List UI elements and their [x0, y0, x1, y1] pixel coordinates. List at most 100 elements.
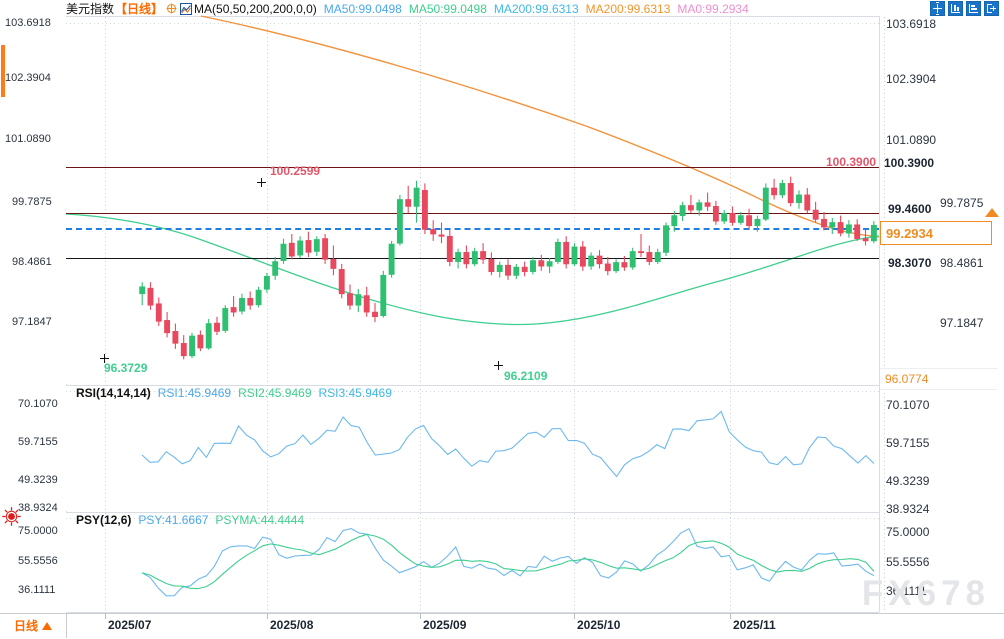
chart-toolbar [930, 1, 999, 16]
time-tick-4 [730, 613, 731, 619]
right-line-label-100-39: 100.3900 [884, 156, 935, 170]
month-guide-4 [574, 17, 575, 612]
last-price-arrow [985, 208, 999, 217]
rsi-panel [66, 385, 879, 511]
psy-right-tick-0: 75.0000 [886, 525, 930, 539]
left-tick-0: 103.6918 [5, 17, 51, 29]
ma-value-0: MA50:99.0498 [323, 1, 402, 16]
watermark: FX678 [861, 574, 990, 613]
red-sun-alert-icon[interactable] [2, 507, 21, 526]
rsi-left-tick-0: 70.1070 [18, 398, 58, 410]
right-line-label-99-46: 99.4600 [888, 202, 932, 216]
price-line-label-100-39: 100.3900 [826, 155, 877, 169]
right-tick-4: 98.4861 [940, 256, 984, 270]
psy-right-tick-1: 55.5556 [886, 555, 930, 569]
right-tick-0: 103.6918 [886, 17, 937, 31]
main-price-panel [66, 16, 879, 384]
time-tick-2 [420, 613, 421, 619]
rsi-left-tick-1: 59.7155 [18, 436, 58, 448]
chart-header: 美元指数 【日线】 MA(50,50,200,200,0,0) MA50:99.… [0, 0, 1004, 16]
psy-left-tick-1: 55.5556 [18, 555, 58, 567]
psy-value-0: PSY:41.6667 [138, 513, 209, 527]
rsi-line-series [141, 410, 875, 478]
psy-name: PSY(12,6) [76, 513, 132, 527]
psy-panel [66, 512, 879, 613]
right-tick-3: 99.7875 [940, 196, 984, 210]
psy-left-tick-0: 75.0000 [18, 525, 58, 537]
low-left-annotation: 96.3729 [104, 361, 148, 375]
right-tick-1: 102.3904 [886, 72, 937, 86]
time-tick-3 [574, 613, 575, 619]
time-label-3: 2025/10 [577, 618, 621, 632]
low-left-marker-cross [100, 354, 109, 363]
left-scroll-handle[interactable] [1, 45, 5, 97]
high-annotation: 100.2599 [270, 164, 321, 178]
rsi-value-2: RSI3:45.9469 [318, 386, 392, 400]
crosshair-icon[interactable] [166, 3, 177, 14]
rsi-right-tick-1: 59.7155 [886, 436, 930, 450]
rsi-header: RSI(14,14,14) RSI1:45.9469 RSI2:45.9469 … [76, 386, 392, 400]
last-price-badge: 99.2934 [880, 221, 992, 245]
ma-value-1: MA50:99.0498 [408, 1, 487, 16]
time-axis [0, 613, 1004, 639]
timeframe-button[interactable]: 日线 [0, 613, 67, 638]
high-marker-cross [257, 178, 266, 187]
period-label[interactable]: 【日线】 [115, 2, 164, 16]
rsi-left-tick-3: 38.9324 [18, 502, 58, 514]
left-tick-2: 101.0890 [5, 133, 51, 145]
rsi-right-tick-3: 38.9324 [886, 502, 930, 516]
psy-header: PSY(12,6) PSY:41.6667 PSYMA:44.4444 [76, 513, 304, 527]
fit-horizontal-icon[interactable] [966, 1, 981, 16]
ma-config-label: MA(50,50,200,200,0,0) [194, 1, 317, 16]
low-mid-marker-cross [494, 361, 503, 370]
price-line-98-99-dashed [66, 228, 879, 230]
ma-value-4: MA0:99.2934 [677, 1, 749, 16]
plot-right-border [879, 16, 880, 612]
scale-guide-col [884, 17, 885, 612]
time-label-1: 2025/08 [270, 618, 314, 632]
time-tick-0 [105, 613, 106, 619]
psy-line-series [141, 527, 875, 597]
expand-right-icon[interactable] [984, 1, 999, 16]
right-tick-2: 101.0890 [886, 133, 937, 147]
month-guide-1 [105, 17, 106, 612]
candlestick-series [139, 176, 877, 360]
month-guide-5 [730, 17, 731, 612]
grid-row-0 [66, 23, 879, 24]
price-line-100-39 [66, 167, 879, 168]
low-price-badge: 96.0774 [880, 368, 997, 390]
rsi-value-0: RSI1:45.9469 [157, 386, 232, 400]
left-tick-3: 99.7875 [12, 196, 52, 208]
fit-vertical-icon[interactable] [948, 1, 963, 16]
psy-left-tick-2: 36.1111 [18, 584, 56, 596]
low-mid-annotation: 96.2109 [504, 369, 548, 383]
grid-row-psy [66, 518, 879, 519]
time-label-2: 2025/09 [423, 618, 467, 632]
left-tick-4: 98.4861 [12, 256, 52, 268]
psy-value-1: PSYMA:44.4444 [215, 513, 305, 527]
price-line-99-46 [66, 213, 879, 214]
month-guide-2 [267, 17, 268, 612]
move-crosshair-icon[interactable] [930, 1, 945, 16]
rsi-name: RSI(14,14,14) [76, 386, 151, 400]
ma-indicator-icon[interactable] [180, 2, 193, 15]
time-label-0: 2025/07 [108, 618, 152, 632]
left-tick-1: 102.3904 [5, 72, 51, 84]
rsi-right-tick-2: 49.3239 [886, 474, 930, 488]
month-guide-3 [420, 17, 421, 612]
right-tick-5: 97.1847 [940, 316, 984, 330]
timeframe-label: 日线 [13, 619, 38, 633]
ma-value-2: MA200:99.6313 [493, 1, 579, 16]
rsi-right-tick-0: 70.1070 [886, 398, 930, 412]
timeframe-arrow-icon [42, 621, 52, 630]
grid-row-rsi [66, 391, 879, 392]
rsi-value-1: RSI2:45.9469 [238, 386, 312, 400]
psy-right-tick-2: 36.1111 [886, 584, 927, 598]
ma-value-3: MA200:99.6313 [585, 1, 671, 16]
time-label-4: 2025/11 [733, 618, 776, 632]
left-tick-5: 97.1847 [12, 316, 52, 328]
right-line-label-98-307: 98.3070 [888, 256, 932, 270]
time-tick-1 [267, 613, 268, 619]
rsi-left-tick-2: 49.3239 [18, 474, 58, 486]
